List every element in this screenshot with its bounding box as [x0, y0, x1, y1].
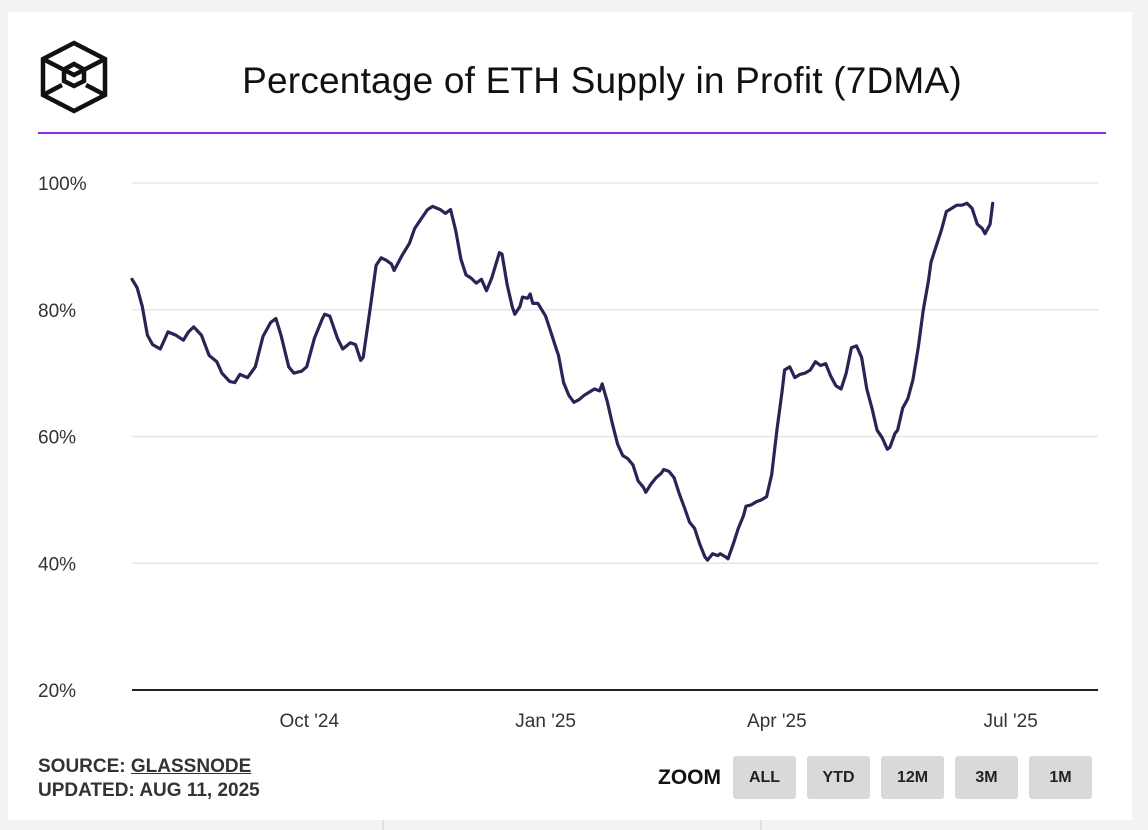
- x-tick-label: Apr '25: [747, 711, 807, 732]
- grid-layer: [132, 182, 1098, 691]
- the-block-cube-icon: [40, 40, 108, 114]
- zoom-label: ZOOM: [658, 765, 721, 789]
- zoom-controls: ZOOM ALL YTD 12M 3M 1M: [658, 756, 1103, 799]
- x-tick-label: Oct '24: [279, 711, 339, 732]
- chart-title: Percentage of ETH Supply in Profit (7DMA…: [242, 60, 962, 101]
- chart-card: Percentage of ETH Supply in Profit (7DMA…: [8, 12, 1132, 820]
- zoom-12m-button[interactable]: 12M: [881, 756, 944, 799]
- x-tick-label: Jan '25: [515, 711, 576, 732]
- y-tick-label: 20%: [38, 681, 76, 702]
- zoom-ytd-button[interactable]: YTD: [807, 756, 870, 799]
- title-divider: [38, 132, 1106, 134]
- zoom-1m-button[interactable]: 1M: [1029, 756, 1092, 799]
- y-tick-label: 80%: [38, 301, 76, 322]
- line-chart: 20% 40% 60% 80% 100% Oct '24 Jan '25 Apr '25 Ju…: [38, 174, 1098, 732]
- source-block: SOURCE: GLASSNODE UPDATED: AUG 11, 2025: [38, 755, 260, 803]
- x-axis-ticks: Oct '24 Jan '25 Apr '25 Jul '25: [279, 711, 1037, 732]
- source-link[interactable]: GLASSNODE: [130, 756, 252, 777]
- y-tick-label: 60%: [38, 428, 76, 449]
- y-tick-label: 100%: [38, 174, 87, 195]
- source-prefix: SOURCE:: [38, 756, 131, 777]
- y-axis-ticks: 20% 40% 60% 80% 100%: [38, 174, 87, 702]
- series-line-eth-supply-in-profit: [130, 201, 995, 562]
- strip-divider: [760, 820, 762, 830]
- x-tick-label: Jul '25: [983, 711, 1037, 732]
- updated-date: UPDATED: AUG 11, 2025: [38, 780, 260, 801]
- zoom-3m-button[interactable]: 3M: [955, 756, 1018, 799]
- zoom-all-button[interactable]: ALL: [733, 756, 796, 799]
- bottom-strip: [0, 820, 1148, 830]
- y-tick-label: 40%: [38, 554, 76, 575]
- strip-divider: [382, 820, 384, 830]
- source-line: SOURCE: GLASSNODE: [38, 755, 260, 779]
